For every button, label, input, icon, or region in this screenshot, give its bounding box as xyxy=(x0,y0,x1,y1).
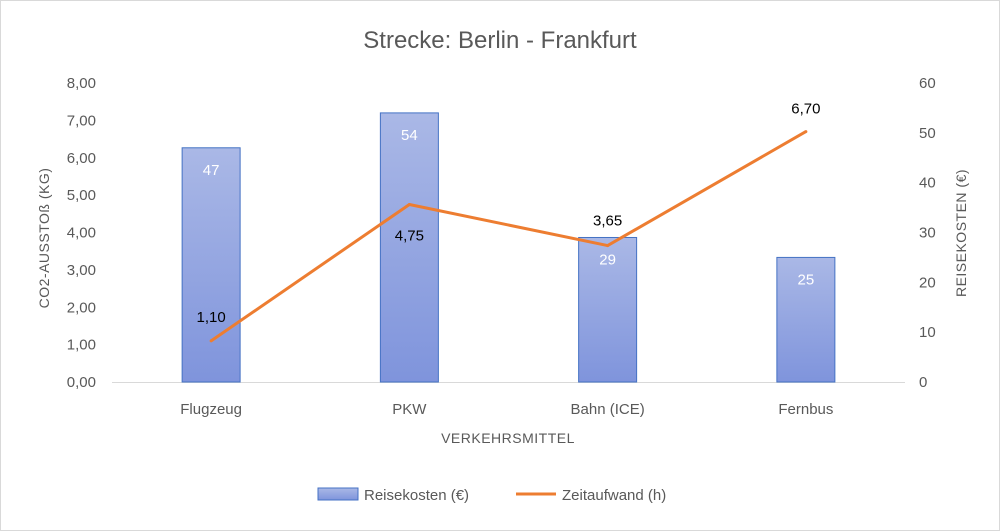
x-tick-label: Bahn (ICE) xyxy=(571,401,645,418)
bar-data-label: 25 xyxy=(798,271,815,288)
y-axis-left-title: CO2-AUSSTOß (KG) xyxy=(36,168,52,309)
chart-title: Strecke: Berlin - Frankfurt xyxy=(363,27,637,54)
line-point xyxy=(606,244,610,248)
y-left-tick-label: 1,00 xyxy=(67,337,96,354)
bar xyxy=(776,256,836,383)
y-left-tick-label: 3,00 xyxy=(67,262,96,279)
y-right-tick-label: 50 xyxy=(919,125,936,142)
y-axis-right-title: REISEKOSTEN (€) xyxy=(953,169,969,297)
x-tick-label: PKW xyxy=(392,401,427,418)
y-left-tick-label: 2,00 xyxy=(67,299,96,316)
legend-label-zeitaufwand: Zeitaufwand (h) xyxy=(562,487,666,504)
bar xyxy=(578,236,638,383)
line-data-label: 6,70 xyxy=(791,101,820,118)
line-point xyxy=(804,130,808,134)
y-right-tick-label: 10 xyxy=(919,324,936,341)
legend-swatch-reisekosten xyxy=(317,487,359,501)
series-line-zeitaufwand xyxy=(210,130,807,343)
bar xyxy=(181,147,241,383)
y-left-tick-label: 8,00 xyxy=(67,75,96,92)
bar-data-label: 47 xyxy=(203,162,220,179)
y-right-tick-label: 20 xyxy=(919,274,936,291)
legend-label-reisekosten: Reisekosten (€) xyxy=(364,487,469,504)
line-data-label: 1,10 xyxy=(197,309,226,326)
y-left-tick-label: 5,00 xyxy=(67,187,96,204)
x-axis-title: VERKEHRSMITTEL xyxy=(441,430,575,446)
y-left-tick-label: 6,00 xyxy=(67,150,96,167)
y-left-tick-label: 4,00 xyxy=(67,225,96,242)
x-tick-label: Flugzeug xyxy=(180,401,242,418)
y-left-tick-label: 7,00 xyxy=(67,112,96,129)
y-right-tick-label: 30 xyxy=(919,225,936,242)
y-right-tick-label: 60 xyxy=(919,75,936,92)
bar-data-label: 54 xyxy=(401,127,418,144)
bar xyxy=(379,112,439,383)
y-left-tick-label: 0,00 xyxy=(67,374,96,391)
line-data-label: 4,75 xyxy=(395,227,424,244)
legend: Reisekosten (€) Zeitaufwand (h) xyxy=(317,487,666,504)
line-data-label: 3,65 xyxy=(593,213,622,230)
x-tick-label: Fernbus xyxy=(778,401,833,418)
y-right-tick-label: 40 xyxy=(919,175,936,192)
line-point xyxy=(407,202,411,206)
line-point xyxy=(209,339,213,343)
bar-data-label: 29 xyxy=(599,251,616,268)
y-right-tick-label: 0 xyxy=(919,374,927,391)
